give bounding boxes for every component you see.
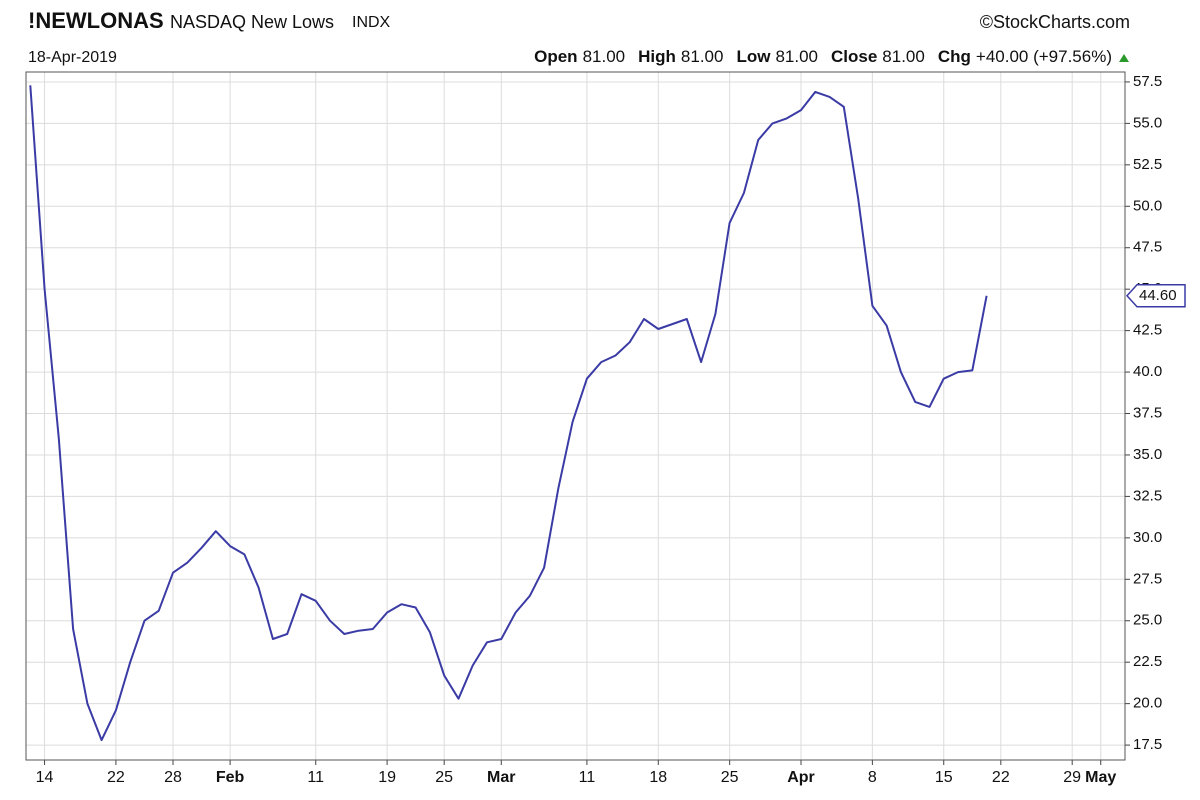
y-tick-label: 52.5	[1133, 156, 1162, 173]
x-tick-label: 25	[721, 769, 739, 786]
y-tick-label: 35.0	[1133, 446, 1162, 463]
x-tick-label: 18	[649, 769, 667, 786]
y-tick-label: 55.0	[1133, 114, 1162, 131]
y-tick-label: 40.0	[1133, 363, 1162, 380]
x-tick-label: Mar	[487, 769, 515, 786]
x-tick-label: 22	[107, 769, 125, 786]
y-tick-label: 22.5	[1133, 653, 1162, 670]
date: 18-Apr-2019	[28, 49, 117, 66]
x-tick-label: May	[1085, 769, 1116, 786]
y-tick-label: 27.5	[1133, 570, 1162, 587]
y-tick-label: 50.0	[1133, 197, 1162, 214]
quote-label: Close	[831, 47, 878, 66]
quote-label: Chg	[937, 47, 971, 66]
y-tick-label: 25.0	[1133, 612, 1162, 629]
y-tick-label: 32.5	[1133, 487, 1162, 504]
x-tick-label: Feb	[216, 769, 245, 786]
last-value-label: 44.60	[1139, 287, 1177, 304]
quote-value: 81.00	[582, 47, 626, 66]
x-tick-label: 11	[579, 769, 596, 786]
x-tick-label: 19	[378, 769, 396, 786]
last-value-box	[1125, 284, 1186, 308]
y-tick-label: 30.0	[1133, 529, 1162, 546]
quote-label: Open	[534, 47, 578, 66]
quote-value: 81.00	[882, 47, 925, 66]
x-tick-label: Apr	[787, 769, 815, 786]
y-tick-label: 47.5	[1133, 239, 1162, 256]
y-tick-label: 42.5	[1133, 322, 1162, 339]
x-tick-label: 29	[1063, 769, 1081, 786]
x-tick-label: 11	[307, 769, 324, 786]
exchange: INDX	[352, 14, 391, 31]
quote-value: +40.00 (+97.56%)	[975, 47, 1112, 66]
quote-label: High	[638, 47, 676, 66]
x-tick-label: 15	[935, 769, 953, 786]
x-tick-label: 28	[164, 769, 182, 786]
x-tick-label: 22	[992, 769, 1010, 786]
up-arrow	[1119, 54, 1129, 62]
chart-title: !NEWLONAS	[28, 8, 164, 33]
x-tick-label: 25	[435, 769, 453, 786]
y-tick-label: 20.0	[1133, 695, 1162, 712]
x-tick-label: 8	[868, 769, 877, 786]
series-line	[29, 85, 988, 742]
plot-frame	[25, 71, 1126, 761]
quote-value: 81.00	[680, 47, 724, 66]
y-tick-label: 17.5	[1133, 736, 1162, 753]
quote-bar: Open 81.00 High 81.00 Low 81.00 Close 81.00 Chg +…	[526, 47, 1112, 67]
quote-label: Low	[736, 47, 771, 66]
y-tick-label: 37.5	[1133, 404, 1162, 421]
source: ©StockCharts.com	[980, 12, 1130, 32]
y-tick-label: 57.5	[1133, 73, 1162, 90]
chart-subtitle: NASDAQ New Lows	[170, 12, 334, 32]
x-tick-label: 14	[36, 769, 54, 786]
quote-value: 81.00	[775, 47, 818, 66]
